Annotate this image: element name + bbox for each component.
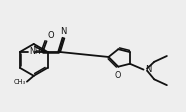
Text: NH: NH	[30, 47, 41, 56]
Text: N: N	[60, 27, 66, 36]
Text: N: N	[145, 65, 151, 74]
Text: O: O	[47, 31, 54, 40]
Text: CH₃: CH₃	[13, 79, 25, 85]
Text: O: O	[115, 71, 121, 80]
